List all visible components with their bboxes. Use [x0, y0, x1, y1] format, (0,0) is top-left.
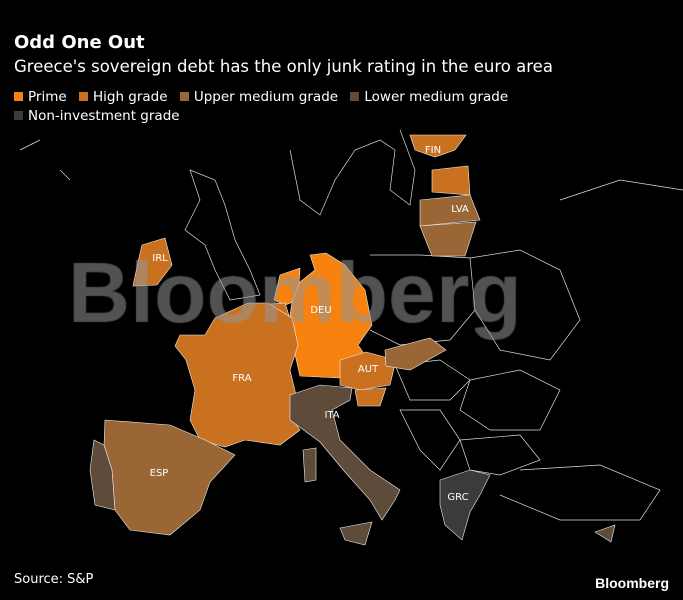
- country-fin[interactable]: [409, 134, 467, 158]
- country-svn[interactable]: [354, 387, 387, 407]
- country-fra[interactable]: [174, 302, 301, 448]
- country-est[interactable]: [431, 165, 471, 196]
- source-note: Source: S&P: [14, 572, 94, 587]
- country-ltu[interactable]: [419, 221, 477, 257]
- bloomberg-logo: Bloomberg: [595, 575, 669, 591]
- country-svk[interactable]: [384, 337, 447, 371]
- country-ita-sardinia[interactable]: [302, 447, 317, 483]
- country-lva[interactable]: [419, 194, 481, 227]
- country-grc[interactable]: [439, 469, 491, 541]
- country-irl[interactable]: [132, 237, 173, 287]
- country-cyp[interactable]: [594, 524, 616, 543]
- euro-countries: [89, 134, 616, 546]
- country-ita-sicily[interactable]: [339, 521, 373, 546]
